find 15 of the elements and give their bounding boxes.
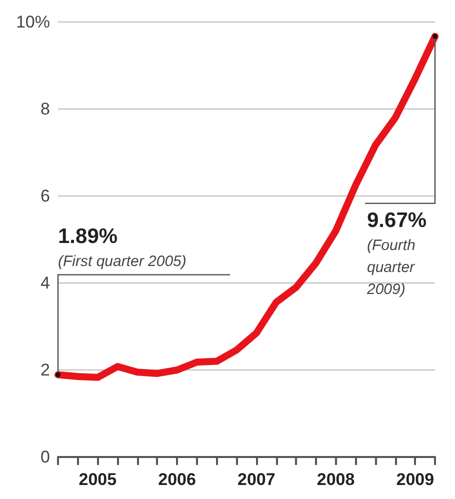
annotation: 1.89%	[58, 224, 118, 249]
y-tick-label: 2	[40, 360, 50, 380]
y-tick-label: 8	[40, 100, 50, 118]
x-tick-label: 2006	[158, 470, 196, 489]
y-tick-label: 0	[40, 448, 50, 466]
y-tick-label: 4	[40, 274, 50, 292]
x-tick-label: 2009	[396, 470, 434, 489]
x-tick-label: 2007	[238, 470, 276, 489]
annotation: (First quarter 2005)	[58, 252, 188, 272]
annotation: (Fourth quarter 2009)	[367, 236, 416, 300]
x-tick-label: 2008	[316, 470, 355, 489]
x-tick-label: 2005	[78, 470, 117, 489]
annotation: 9.67%	[367, 209, 427, 234]
y-tick-label: 6	[40, 186, 50, 206]
y-tick-label: 10%	[16, 12, 50, 32]
